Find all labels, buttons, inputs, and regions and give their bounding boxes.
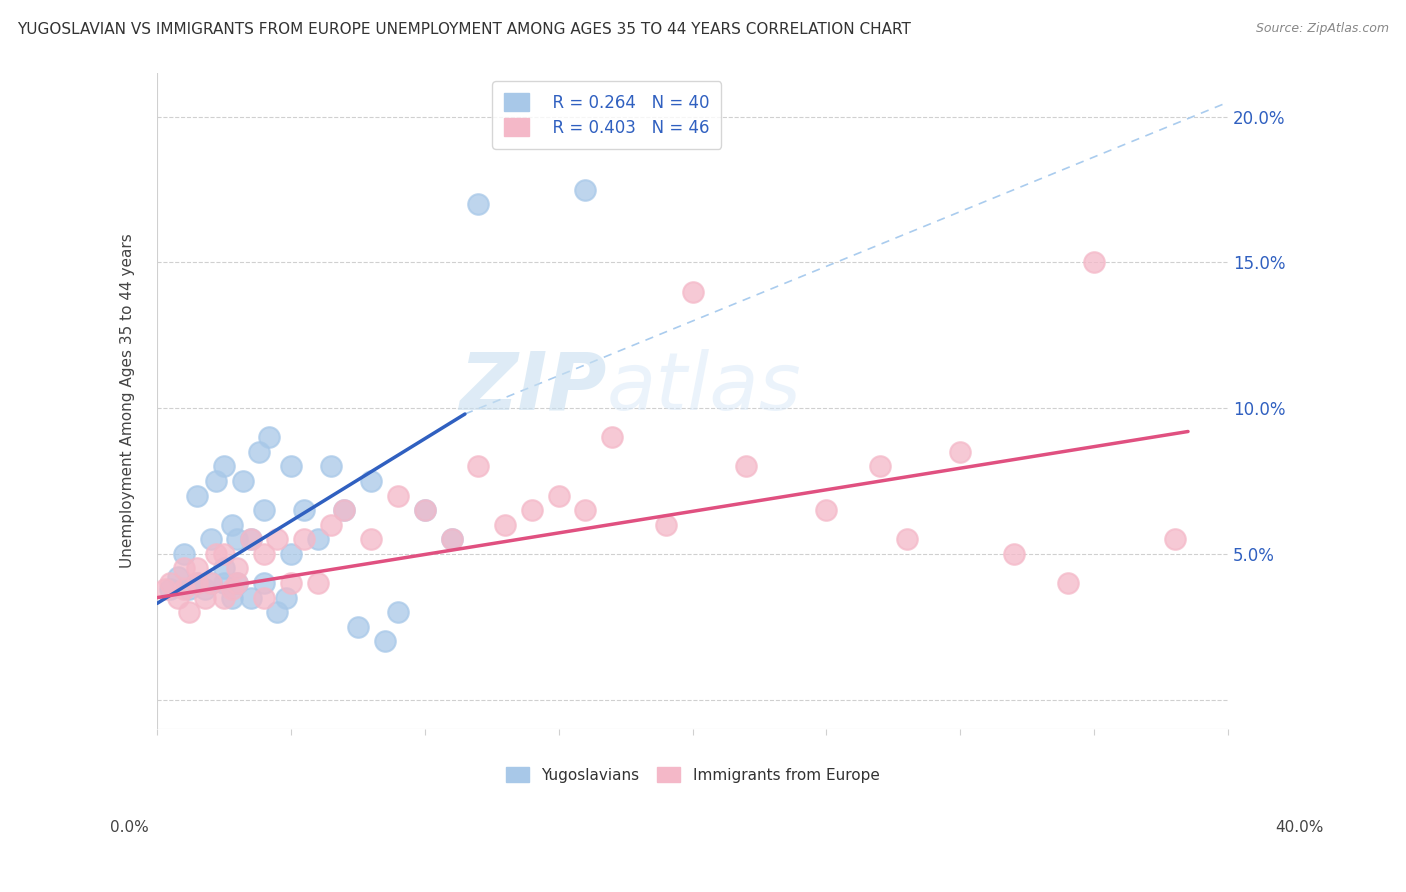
Point: [200, 576, 222, 591]
Point: [159, 582, 181, 596]
Point: [1163, 533, 1185, 547]
Point: [360, 533, 382, 547]
Point: [226, 576, 249, 591]
Point: [205, 547, 228, 561]
Point: [413, 503, 436, 517]
Point: [239, 591, 262, 605]
Point: [307, 576, 329, 591]
Point: [226, 533, 249, 547]
Point: [440, 533, 463, 547]
Point: [200, 533, 222, 547]
Point: [173, 582, 195, 596]
Point: [247, 445, 270, 459]
Point: [253, 591, 276, 605]
Point: [307, 533, 329, 547]
Point: [212, 561, 235, 575]
Legend: Yugoslavians, Immigrants from Europe: Yugoslavians, Immigrants from Europe: [495, 756, 890, 793]
Point: [333, 503, 356, 517]
Point: [212, 547, 235, 561]
Point: [547, 489, 569, 503]
Point: [600, 430, 623, 444]
Point: [186, 576, 208, 591]
Point: [179, 582, 201, 596]
Point: [387, 489, 409, 503]
Point: [682, 285, 704, 299]
Point: [153, 582, 176, 596]
Point: [494, 517, 516, 532]
Point: [574, 183, 596, 197]
Point: [167, 570, 190, 584]
Point: [226, 576, 249, 591]
Text: atlas: atlas: [607, 349, 801, 426]
Point: [319, 459, 342, 474]
Point: [186, 489, 208, 503]
Point: [280, 576, 302, 591]
Point: [292, 533, 315, 547]
Point: [735, 459, 758, 474]
Y-axis label: Unemployment Among Ages 35 to 44 years: Unemployment Among Ages 35 to 44 years: [121, 234, 135, 568]
Point: [655, 517, 678, 532]
Point: [253, 576, 276, 591]
Point: [360, 474, 382, 488]
Point: [212, 591, 235, 605]
Point: [253, 547, 276, 561]
Text: 40.0%: 40.0%: [1275, 821, 1323, 835]
Point: [440, 533, 463, 547]
Point: [212, 459, 235, 474]
Point: [167, 591, 190, 605]
Point: [280, 459, 302, 474]
Point: [186, 561, 208, 575]
Point: [1002, 547, 1025, 561]
Point: [159, 576, 181, 591]
Point: [200, 576, 222, 591]
Point: [194, 582, 217, 596]
Point: [212, 576, 235, 591]
Point: [259, 430, 281, 444]
Text: Source: ZipAtlas.com: Source: ZipAtlas.com: [1256, 22, 1389, 36]
Point: [173, 547, 195, 561]
Point: [186, 576, 208, 591]
Point: [1083, 255, 1105, 269]
Point: [467, 459, 489, 474]
Point: [173, 561, 195, 575]
Point: [319, 517, 342, 532]
Point: [347, 620, 370, 634]
Point: [896, 533, 918, 547]
Point: [274, 591, 297, 605]
Text: ZIP: ZIP: [460, 349, 607, 426]
Point: [194, 591, 217, 605]
Point: [221, 582, 243, 596]
Point: [266, 605, 288, 619]
Point: [205, 474, 228, 488]
Text: YUGOSLAVIAN VS IMMIGRANTS FROM EUROPE UNEMPLOYMENT AMONG AGES 35 TO 44 YEARS COR: YUGOSLAVIAN VS IMMIGRANTS FROM EUROPE UN…: [17, 22, 911, 37]
Point: [239, 533, 262, 547]
Point: [221, 517, 243, 532]
Point: [226, 561, 249, 575]
Point: [949, 445, 972, 459]
Text: 0.0%: 0.0%: [110, 821, 149, 835]
Point: [374, 634, 396, 648]
Point: [869, 459, 891, 474]
Point: [232, 474, 254, 488]
Point: [266, 533, 288, 547]
Point: [467, 197, 489, 211]
Point: [413, 503, 436, 517]
Point: [815, 503, 838, 517]
Point: [333, 503, 356, 517]
Point: [239, 533, 262, 547]
Point: [387, 605, 409, 619]
Point: [179, 605, 201, 619]
Point: [574, 503, 596, 517]
Point: [253, 503, 276, 517]
Point: [221, 591, 243, 605]
Point: [520, 503, 543, 517]
Point: [292, 503, 315, 517]
Point: [280, 547, 302, 561]
Point: [1056, 576, 1078, 591]
